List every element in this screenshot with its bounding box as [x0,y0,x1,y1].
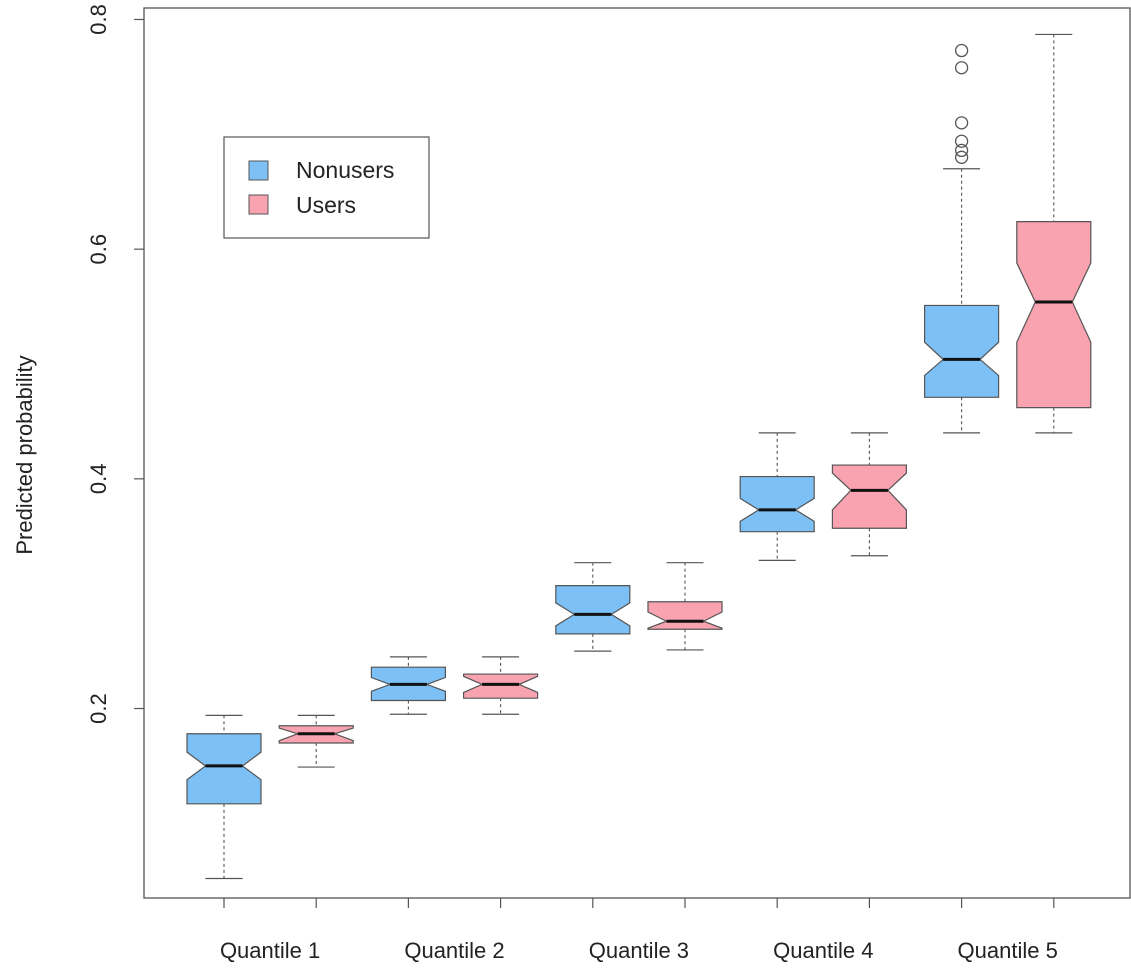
box-body [555,585,631,635]
plot-frame [143,7,1131,899]
legend-label-users: Users [296,192,356,218]
box-users-3 [647,562,723,651]
box-body [186,733,262,805]
box-body [463,673,539,699]
legend-swatch-users [248,194,269,215]
x-tick-label: Quantile 1 [220,938,320,963]
legend-frame [223,136,430,239]
outlier-point [954,143,969,158]
box-body [923,304,1000,398]
y-tick-label: 0.2 [86,693,111,724]
box-nonusers-1 [186,714,262,880]
boxes-layer [186,33,1092,880]
y-tick-label: 0.8 [86,4,111,35]
outlier-point [954,116,969,130]
box-users-2 [463,656,539,715]
box-nonusers-3 [555,562,631,652]
legend: Nonusers Users [223,136,430,239]
x-axis: Quantile 1 Quantile 2 Quantile 3 Quantile 4… [220,898,1058,963]
box-nonusers-2 [370,656,446,715]
x-tick-label: Quantile 2 [404,938,504,963]
legend-swatch-nonusers [248,160,269,181]
box-nonusers-4 [739,432,815,561]
y-tick-label: 0.6 [86,234,111,265]
x-tick-label: Quantile 5 [958,938,1058,963]
box-body [647,601,723,630]
box-nonusers-5 [923,43,1000,434]
legend-label-nonusers: Nonusers [296,157,394,183]
y-tick-label: 0.4 [86,464,111,495]
x-tick-label: Quantile 3 [589,938,689,963]
box-body [1016,221,1092,409]
box-body [739,475,815,533]
outlier-point [954,43,969,58]
box-users-4 [831,432,908,557]
outlier-point [954,61,969,75]
box-body [831,464,908,529]
y-axis-label: Predicted probability [12,355,37,554]
outlier-point [954,134,969,148]
y-axis: 0.2 0.4 0.6 0.8 [86,4,144,724]
x-tick-label: Quantile 4 [773,938,873,963]
box-users-1 [278,714,354,768]
box-users-5 [1016,33,1092,434]
outlier-point [954,150,969,164]
